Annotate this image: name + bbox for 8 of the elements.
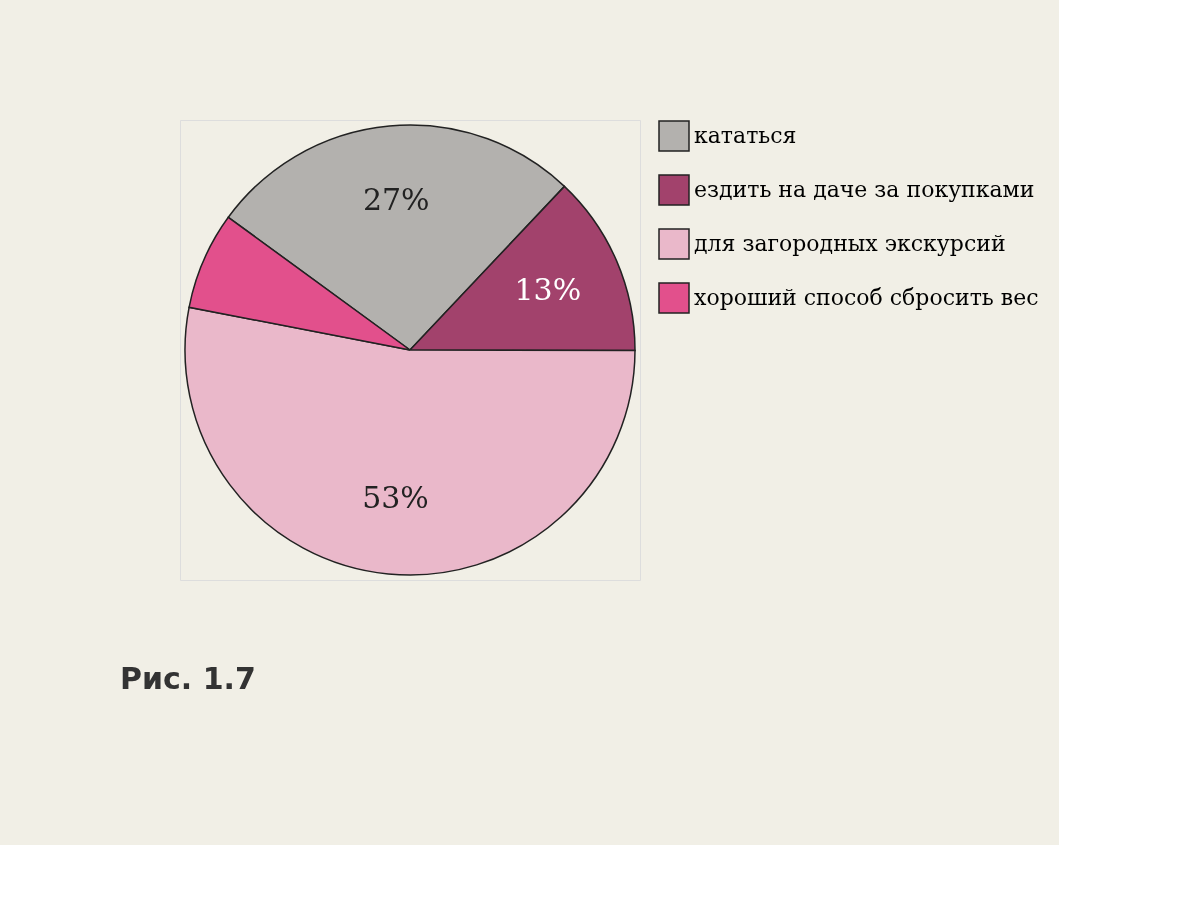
legend-label: для загородных экскурсий bbox=[694, 231, 1006, 256]
legend-label: ездить на даче за покупками bbox=[694, 177, 1035, 202]
legend-label: кататься bbox=[694, 123, 797, 148]
data-label: 53% bbox=[362, 480, 429, 516]
data-label: 13% bbox=[514, 271, 582, 307]
text: Рис. 1.7 bbox=[120, 661, 256, 696]
legend-label: хороший способ сбросить вес bbox=[694, 285, 1039, 310]
data-label: 27% bbox=[362, 181, 430, 217]
